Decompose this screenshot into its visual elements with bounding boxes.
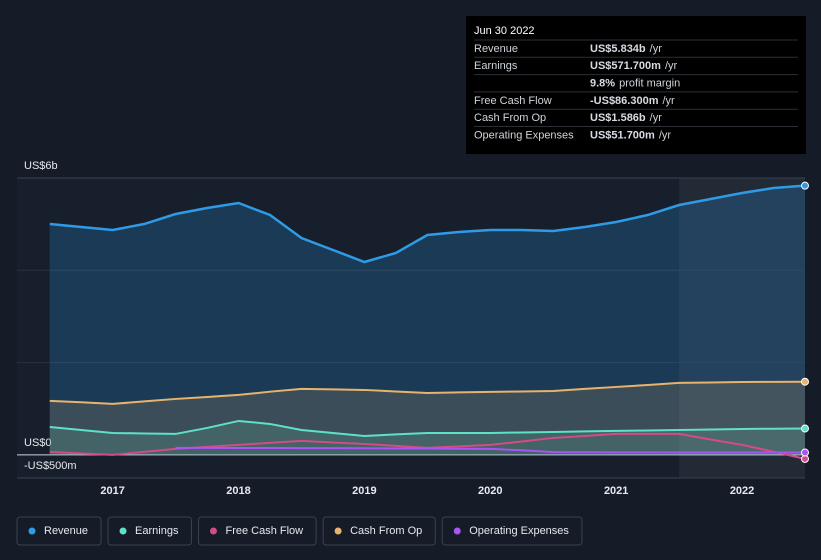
series-line [49,184,806,264]
tooltip-label: Free Cash Flow [474,95,552,107]
area-fill [49,420,805,455]
tooltip-unit: profit margin [619,78,680,90]
legend-dot [28,527,36,535]
legend-label: Free Cash Flow [225,525,303,537]
tooltip-label: Operating Expenses [474,129,574,141]
legend-box [197,516,317,546]
y-tick-label: US$6b [24,160,58,172]
tooltip-unit: /yr [663,95,676,107]
plot-background [17,178,805,478]
legend-item[interactable]: Revenue [16,516,102,546]
tooltip-value: -US$86.300m [590,95,659,107]
tooltip-unit: /yr [659,129,672,141]
x-tick-label: 2020 [478,485,502,497]
plot-area: US$6b US$0 -US$500m 2017 2018 2019 2020 2021 202… [17,160,809,497]
legend-box [16,516,102,546]
tooltip: Jun 30 2022 Revenue US$5.834b/yr Earnings U… [466,16,806,154]
legend-item[interactable]: Earnings [107,516,192,546]
end-marker [801,424,809,433]
legend-dot [334,527,342,535]
legend-dot [453,527,461,535]
tooltip-value: US$1.586b [590,112,646,124]
tooltip-date: Jun 30 2022 [474,25,535,37]
tooltip-value: 9.8% [590,78,615,90]
legend: Revenue Earnings Free Cash Flow Cash From O… [16,516,583,546]
tooltip-value: US$51.700m [590,129,655,141]
x-tick-label: 2021 [604,485,628,497]
tooltip-value: US$571.700m [590,60,661,72]
y-tick-label: -US$500m [24,460,77,472]
legend-label: Revenue [44,525,88,537]
tooltip-box [466,16,806,154]
legend-label: Earnings [135,525,179,537]
legend-label: Cash From Op [350,525,422,537]
legend-item[interactable]: Operating Expenses [441,516,583,546]
x-tick-label: 2022 [730,485,754,497]
legend-label: Operating Expenses [469,525,569,537]
series-line [49,419,806,437]
legend-box [107,516,192,546]
tooltip-unit: /yr [650,43,663,55]
legend-box [441,516,583,546]
x-tick-label: 2017 [100,485,124,497]
series-line [49,380,806,405]
end-marker [801,377,809,386]
tooltip-unit: /yr [665,60,678,72]
tooltip-label: Earnings [474,60,518,72]
tooltip-label: Cash From Op [474,112,546,124]
legend-dot [209,527,217,535]
end-marker [801,448,809,457]
x-tick-label: 2018 [226,485,250,497]
end-marker [801,181,809,190]
tooltip-value: US$5.834b [590,43,646,55]
tooltip-unit: /yr [650,112,663,124]
legend-item[interactable]: Cash From Op [322,516,436,546]
legend-dot [119,527,127,535]
tooltip-label: Revenue [474,43,518,55]
x-tick-label: 2019 [352,485,376,497]
area-fill [49,381,805,455]
y-tick-label: US$0 [24,437,52,449]
legend-item[interactable]: Free Cash Flow [197,516,317,546]
series-line [175,446,806,454]
legend-box [322,516,436,546]
